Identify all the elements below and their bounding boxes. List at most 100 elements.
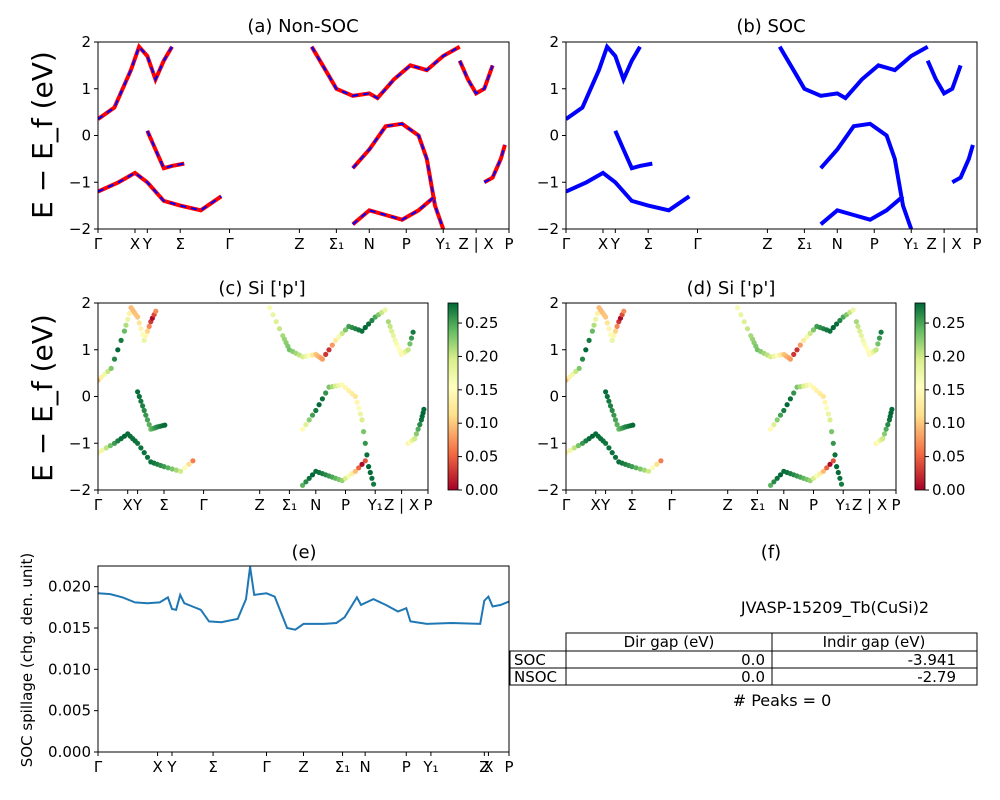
- y-tick-label: 0.000: [48, 743, 91, 761]
- projection-point: [111, 356, 118, 362]
- x-tick-label: Y₁: [835, 496, 851, 514]
- projection-point: [165, 465, 171, 471]
- x-tick-label: Y: [600, 496, 611, 514]
- projection-point: [103, 445, 109, 451]
- x-tick-label: Z | X: [459, 235, 494, 253]
- y-tick-label: −1: [69, 434, 91, 452]
- projection-point: [594, 310, 601, 317]
- projection-point: [333, 337, 339, 343]
- y-tick-label: −1: [69, 173, 91, 191]
- projection-point: [354, 399, 360, 405]
- y-tick-label: 1: [549, 341, 559, 359]
- band-line-soc: [777, 44, 929, 101]
- projection-point: [571, 445, 577, 451]
- projection-point: [125, 316, 131, 322]
- projection-point: [366, 464, 372, 470]
- projection-point: [586, 337, 592, 343]
- x-tick-label: N: [778, 496, 789, 514]
- y-tick-label: 0: [81, 127, 91, 145]
- projection-point: [611, 333, 617, 339]
- projection-point: [115, 347, 121, 353]
- projection-point: [768, 482, 774, 488]
- projection-point: [390, 333, 396, 339]
- colorbar-tick-label: 0.10: [465, 414, 498, 432]
- projection-point: [144, 328, 151, 334]
- projection-point: [889, 406, 895, 412]
- x-tick-label: N: [832, 235, 843, 253]
- y-tick-label: 0.015: [48, 619, 91, 637]
- y-tick-label: 0.020: [48, 578, 91, 596]
- projection-point: [367, 469, 373, 476]
- projection-point: [603, 440, 609, 446]
- projection-point: [413, 431, 419, 437]
- table-cell-value: 0.0: [741, 651, 765, 669]
- projection-point: [143, 412, 149, 418]
- projection-point: [658, 458, 664, 464]
- projection-point: [567, 447, 573, 453]
- projection-point: [573, 368, 579, 374]
- y-tick-label: 0: [549, 127, 559, 145]
- projection-point: [173, 467, 179, 473]
- x-tick-label: Γ: [667, 496, 676, 514]
- band-line-nsoc-dash: [98, 44, 173, 120]
- band-line-nsoc-dash: [483, 144, 506, 184]
- x-tick-label: Σ₁: [329, 235, 345, 253]
- x-tick-label: P: [402, 758, 411, 776]
- projection-point: [820, 393, 827, 400]
- projection-point: [614, 323, 620, 329]
- panel-d-colorbar: [914, 302, 926, 491]
- y-tick-label: 0: [549, 388, 559, 406]
- projection-point: [576, 365, 582, 371]
- projection-point: [313, 407, 319, 414]
- x-tick-label: Γ: [562, 235, 571, 253]
- projection-point: [777, 472, 784, 478]
- projection-point: [830, 458, 836, 464]
- projection-point: [135, 389, 141, 395]
- panel-a-xticks: Γ X Y Σ Γ Z Σ₁ N P Y₁ Z | X P: [94, 229, 514, 253]
- projection-point: [824, 405, 830, 411]
- projection-point: [144, 454, 151, 460]
- band-line-nsoc-dash: [146, 130, 185, 170]
- panel-b-bands: [566, 42, 975, 229]
- x-tick-label: Z: [294, 235, 304, 253]
- x-tick-label: Y: [166, 758, 177, 776]
- projection-point: [177, 468, 184, 474]
- projection-point: [855, 323, 861, 329]
- projection-point: [827, 461, 833, 467]
- x-tick-label: Γ: [262, 758, 271, 776]
- projection-point: [136, 393, 142, 400]
- projection-point: [791, 390, 797, 396]
- y-tick-label: 1: [549, 80, 559, 98]
- panel-d-points: [566, 305, 895, 488]
- x-tick-label: N: [310, 496, 321, 514]
- y-tick-label: −2: [537, 220, 559, 238]
- projection-point: [607, 403, 614, 409]
- band-line-soc: [819, 194, 905, 226]
- projection-point: [837, 475, 843, 481]
- table-cell-value: -2.79: [917, 668, 956, 686]
- projection-point: [832, 452, 838, 458]
- projection-point: [369, 317, 375, 324]
- projection-point: [609, 337, 615, 343]
- projection-point: [830, 440, 836, 446]
- projection-point: [787, 356, 794, 362]
- projection-point: [161, 464, 167, 470]
- x-tick-label: Y: [610, 235, 621, 253]
- y-tick-label: 2: [81, 33, 91, 51]
- colorbar-tick-label: 0.15: [465, 381, 498, 399]
- projection-point: [881, 431, 888, 437]
- band-line-nsoc: [98, 42, 174, 121]
- projection-point: [359, 328, 365, 334]
- projection-point: [143, 333, 149, 339]
- panel-d-yticks: 2 1 0 −1 −2: [537, 294, 566, 499]
- projection-point: [637, 466, 643, 472]
- projection-point: [140, 403, 146, 409]
- x-tick-label: Y: [142, 235, 153, 253]
- peaks-label: # Peaks = 0: [733, 691, 832, 710]
- projection-point: [303, 422, 309, 428]
- band-line-soc: [613, 129, 653, 171]
- projection-point: [309, 412, 316, 418]
- x-tick-label: Γ: [225, 235, 234, 253]
- projection-point: [858, 333, 865, 339]
